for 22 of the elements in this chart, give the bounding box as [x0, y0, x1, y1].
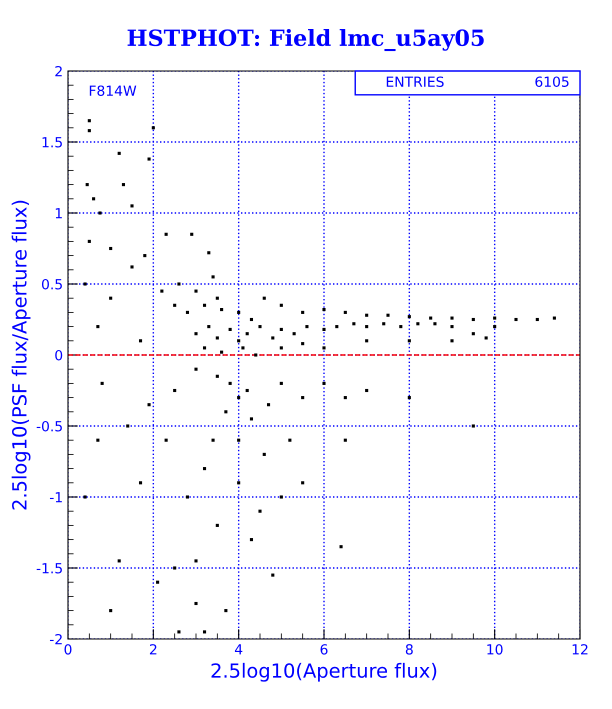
x-axis-title: 2.5log10(Aperture flux): [212, 662, 436, 682]
x-tick-label: 8: [406, 644, 413, 655]
y-tick-label: -1: [50, 492, 62, 502]
x-tick-label: 4: [234, 644, 242, 654]
x-tick-label: 0: [64, 644, 72, 655]
y-tick-label: 0: [55, 350, 62, 360]
y-tick-label: -2: [50, 634, 62, 644]
y-axis-title: 2.5log10(PSF flux/Aperture flux): [12, 200, 30, 510]
chart-title: HSTPHOT: Field lmc_u5ay05: [128, 28, 484, 52]
y-tick-label: 1.5: [42, 137, 62, 148]
y-tick-label: 1: [56, 208, 62, 218]
x-tick-label: 6: [320, 644, 328, 655]
annotation: ENTRIES: [386, 76, 444, 87]
x-tick-label: 10: [487, 644, 503, 655]
x-tick-label: 2: [150, 644, 156, 654]
y-tick-label: 0.5: [42, 278, 62, 290]
annotation: F814W: [90, 85, 136, 96]
annotation: 6105: [535, 76, 569, 87]
y-tick-label: -1.5: [36, 563, 62, 574]
y-tick-label: 2: [55, 66, 62, 76]
x-tick-label: 12: [572, 644, 588, 654]
y-tick-label: -0.5: [36, 420, 62, 432]
